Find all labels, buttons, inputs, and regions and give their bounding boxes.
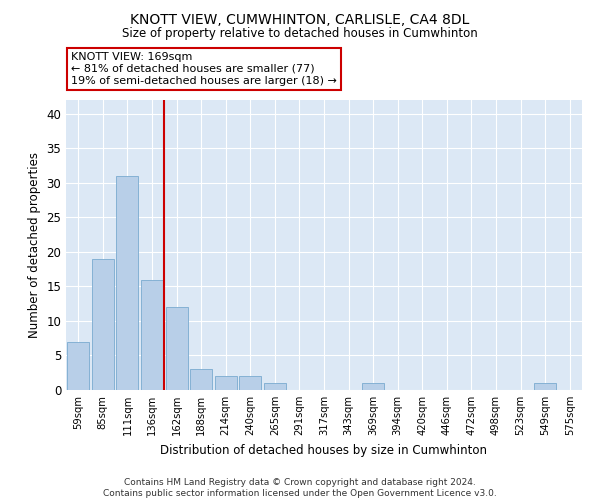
Text: KNOTT VIEW, CUMWHINTON, CARLISLE, CA4 8DL: KNOTT VIEW, CUMWHINTON, CARLISLE, CA4 8D… <box>130 12 470 26</box>
Bar <box>190 370 212 390</box>
Text: KNOTT VIEW: 169sqm
← 81% of detached houses are smaller (77)
19% of semi-detache: KNOTT VIEW: 169sqm ← 81% of detached hou… <box>71 52 337 86</box>
Bar <box>534 383 556 390</box>
Bar <box>116 176 139 390</box>
Y-axis label: Number of detached properties: Number of detached properties <box>28 152 41 338</box>
Bar <box>141 280 163 390</box>
Bar <box>67 342 89 390</box>
Bar <box>92 259 114 390</box>
Bar <box>264 383 286 390</box>
Bar <box>215 376 237 390</box>
Bar <box>362 383 384 390</box>
X-axis label: Distribution of detached houses by size in Cumwhinton: Distribution of detached houses by size … <box>161 444 487 456</box>
Text: Size of property relative to detached houses in Cumwhinton: Size of property relative to detached ho… <box>122 28 478 40</box>
Text: Contains HM Land Registry data © Crown copyright and database right 2024.
Contai: Contains HM Land Registry data © Crown c… <box>103 478 497 498</box>
Bar <box>239 376 262 390</box>
Bar <box>166 307 188 390</box>
